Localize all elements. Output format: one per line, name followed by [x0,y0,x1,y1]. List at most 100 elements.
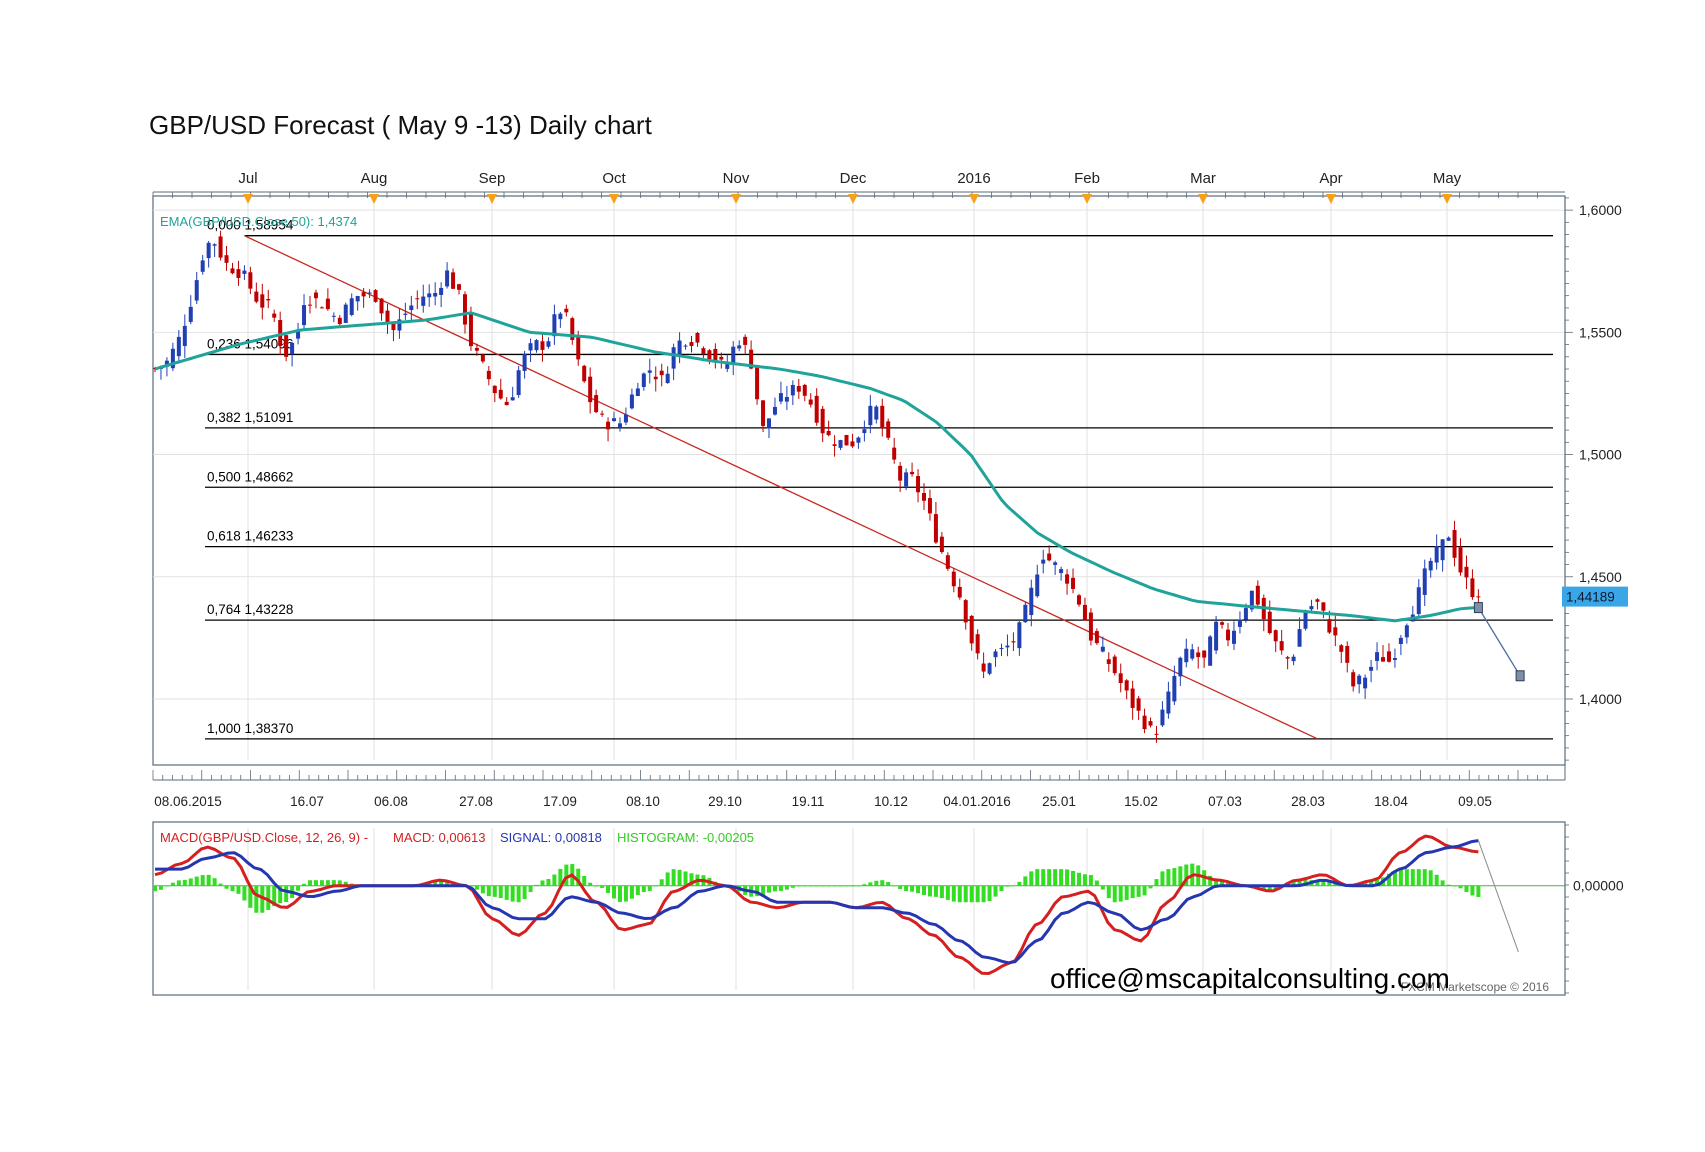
candle-body [546,341,551,347]
histogram-bar [814,885,819,887]
candle-body [832,444,837,446]
histogram-bar [546,879,551,886]
candle-body [904,472,909,487]
histogram-bar [1476,885,1481,897]
histogram-bar [1142,885,1147,896]
candle-body [260,294,265,308]
candle-body [737,345,742,349]
date-label: 08.10 [626,794,660,809]
candle-body [522,353,527,371]
candle-body [1118,673,1123,683]
histogram-bar [939,885,944,899]
date-label: 06.08 [374,794,408,809]
candle-body [1184,648,1189,663]
candle-body [1321,602,1326,611]
histogram-bar [1106,885,1111,899]
candle-body [874,406,879,420]
histogram-bar [981,885,986,903]
candle-body [701,348,706,354]
histogram-bar [832,885,837,887]
histogram-bar [307,880,312,886]
month-marker-icon [1082,194,1092,204]
ema-label: EMA(GBP/USD.Close,50): 1,4374 [160,214,357,229]
candle-body [528,343,533,351]
candle-body [302,305,307,326]
date-label: 09.05 [1458,794,1492,809]
histogram-bar [582,875,587,886]
histogram-bar [862,884,867,886]
candle-body [689,342,694,346]
fib-level-label: 0,618 1,46233 [207,529,293,544]
candle-body [1047,553,1052,561]
histogram-bar [164,885,169,887]
histogram-bar [576,868,581,886]
candle-body [1059,569,1064,574]
histogram-bar [1023,876,1028,886]
candle-body [272,313,277,318]
candle-body [325,298,330,310]
histogram-bar [230,885,235,892]
candle-body [534,340,539,351]
candle-body [1458,547,1463,573]
histogram-bar [313,880,318,886]
histogram-bar [552,874,557,886]
candle-body [1434,546,1439,563]
candle-body [1440,539,1445,561]
candle-body [1404,625,1409,638]
histogram-bar [1094,880,1099,886]
histogram-bar [200,875,205,886]
histogram-bar [1154,879,1159,886]
candle-body [1160,709,1165,726]
candle-body [1231,630,1236,644]
histogram-bar [510,885,515,902]
candle-body [1392,658,1397,661]
histogram-bar [1172,868,1177,886]
forecast-end-marker [1515,670,1525,682]
histogram-bar [284,885,289,903]
histogram-bar [254,885,259,913]
macd-value-label: MACD: 0,00613 [393,830,486,845]
candle-body [1333,627,1338,636]
candle-body [981,663,986,672]
candle-body [206,242,211,259]
date-label: 17.09 [543,794,577,809]
candle-body [749,349,754,369]
candle-body [927,498,932,514]
macd-title-label: MACD(GBP/USD.Close, 12, 26, 9) - [160,830,368,845]
candle-body [588,376,593,403]
histogram-bar [1017,881,1022,886]
histogram-bar [343,881,348,886]
histogram-bar [1148,885,1153,889]
candle-body [254,291,259,302]
candle-body [439,287,444,295]
month-label: May [1433,170,1462,187]
candle-body [939,536,944,553]
date-label: 08.06.2015 [154,794,222,809]
histogram-bar [993,885,998,897]
histogram-bar [689,873,694,886]
histogram-bar [516,885,521,903]
candle-body [1309,606,1314,610]
signal-line [155,839,1479,965]
last-price-badge [1562,586,1628,607]
candle-body [462,294,467,325]
histogram-bar [1267,885,1272,892]
date-label: 18.04 [1374,794,1408,809]
date-label: 04.01.2016 [943,794,1011,809]
candle-body [361,292,366,297]
candle-body [1172,675,1177,702]
histogram-bar [564,864,569,886]
candle-body [1214,621,1219,651]
month-marker-icon [487,194,497,204]
histogram-bar [1297,880,1302,886]
candle-body [987,663,992,674]
histogram-bar [331,880,336,886]
candle-body [474,347,479,351]
histogram-bar [1464,885,1469,893]
histogram-bar [1321,880,1326,886]
candle-body [230,268,235,274]
candle-body [1339,645,1344,652]
candle-body [319,307,324,309]
histogram-bar [1386,873,1391,886]
histogram-bar [641,885,646,892]
